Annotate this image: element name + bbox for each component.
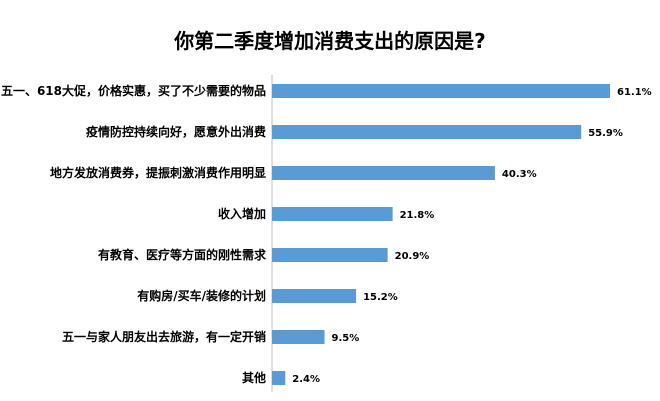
data-label: 20.9% <box>395 251 430 262</box>
data-label: 15.2% <box>363 292 398 303</box>
bars-layer: 五一、618大促，价格实惠，买了不少需要的物品 61.1% 疫情防控持续向好，愿意外… <box>1 75 652 392</box>
category-label: 其他 <box>242 370 266 385</box>
bar <box>272 125 582 139</box>
chart-title: 你第二季度增加消费支出的原因是? <box>173 29 486 53</box>
data-label: 9.5% <box>332 333 360 344</box>
category-label: 五一、618大促，价格实惠，买了不少需要的物品 <box>1 83 266 98</box>
category-label: 收入增加 <box>218 206 266 221</box>
bar <box>272 248 388 262</box>
data-label: 2.4% <box>292 374 320 385</box>
category-label: 有购房/买车/装修的计划 <box>137 288 266 303</box>
data-label: 21.8% <box>400 210 435 221</box>
bar <box>272 289 357 303</box>
category-label: 有教育、医疗等方面的刚性需求 <box>98 247 267 262</box>
category-label: 疫情防控持续向好，愿意外出消费 <box>86 124 266 139</box>
bar <box>272 84 610 98</box>
bar <box>272 207 393 221</box>
bar <box>272 371 286 385</box>
data-label: 40.3% <box>502 169 537 180</box>
category-label: 地方发放消费券，提振刺激消费作用明显 <box>50 165 266 180</box>
bar <box>272 166 495 180</box>
data-label: 55.9% <box>588 128 623 139</box>
data-label: 61.1% <box>617 87 652 98</box>
bar <box>272 330 325 344</box>
category-label: 五一与家人朋友出去旅游，有一定开销 <box>62 329 266 344</box>
